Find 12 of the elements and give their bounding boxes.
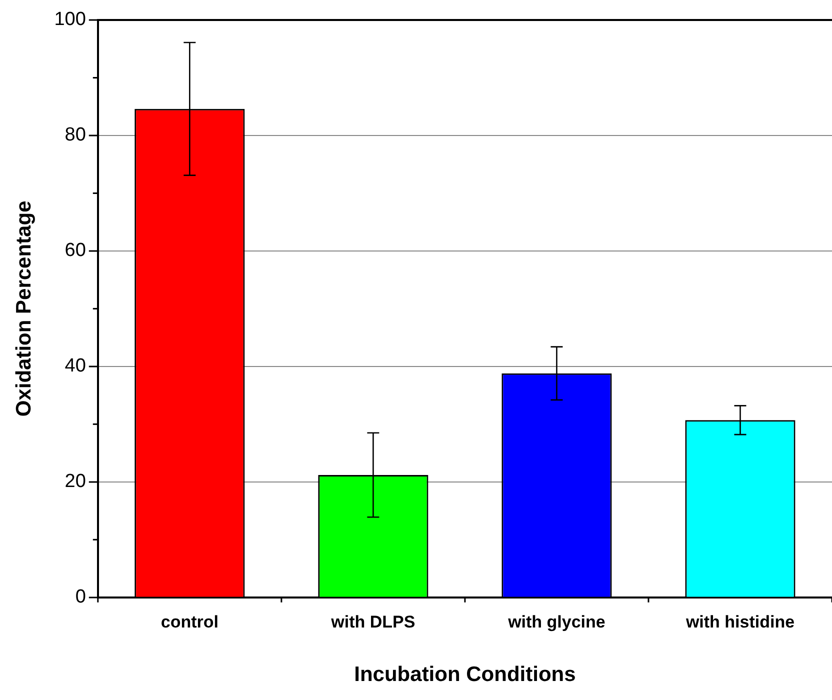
y-tick-label: 0 — [75, 586, 86, 608]
y-axis-title: Oxidation Percentage — [12, 200, 36, 417]
y-tick-label: 20 — [64, 471, 86, 492]
y-tick-label: 60 — [64, 240, 86, 262]
x-axis-title: Incubation Conditions — [354, 663, 576, 686]
x-tick-label: with DLPS — [330, 612, 416, 632]
x-tick-label: with glycine — [507, 612, 606, 632]
y-tick-label: 40 — [64, 356, 86, 377]
y-tick-label: 100 — [54, 9, 86, 30]
x-tick-label: control — [160, 612, 218, 632]
y-tick-label: 80 — [64, 124, 86, 146]
x-tick-label: with histidine — [684, 612, 795, 632]
